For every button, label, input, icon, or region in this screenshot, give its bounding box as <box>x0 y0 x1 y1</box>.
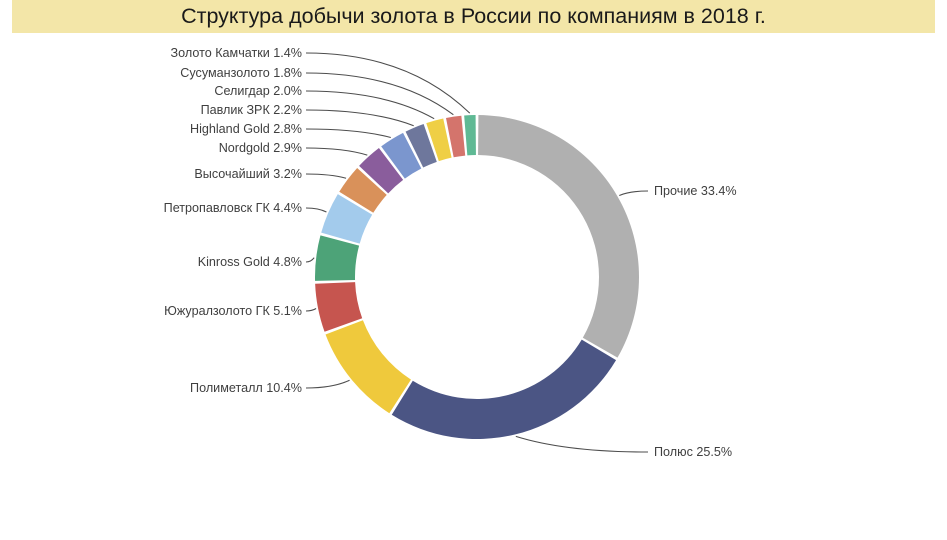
slice-label: Золото Камчатки 1.4% <box>171 46 302 60</box>
leader-line <box>305 379 350 389</box>
slice-label: Nordgold 2.9% <box>219 141 302 155</box>
donut-slice[interactable] <box>381 132 422 179</box>
slice-label: Сусуманзолото 1.8% <box>180 66 302 80</box>
slice-label: Петропавловск ГК 4.4% <box>164 201 302 215</box>
donut-slice[interactable] <box>446 115 466 158</box>
donut-slice[interactable] <box>405 124 437 168</box>
leader-line <box>305 207 327 213</box>
leader-line <box>305 147 368 156</box>
slice-label: Павлик ЗРК 2.2% <box>201 103 302 117</box>
leader-line <box>305 72 454 116</box>
leader-line <box>305 90 435 120</box>
donut-slice[interactable] <box>339 167 387 213</box>
leader-line <box>305 109 414 127</box>
slice-label: Полиметалл 10.4% <box>190 381 302 395</box>
leader-line <box>619 190 649 196</box>
page-title: Структура добычи золота в России по комп… <box>181 4 766 28</box>
donut-slice[interactable] <box>426 118 452 162</box>
leader-line <box>305 128 391 139</box>
leader-line <box>305 257 315 263</box>
donut-slice[interactable] <box>478 115 639 358</box>
slice-label: Южуралзолото ГК 5.1% <box>164 304 302 318</box>
slice-labels: Прочие 33.4% Полюс 25.5% Полиметалл 10.4% Ю… <box>164 46 737 459</box>
slice-label: Highland Gold 2.8% <box>190 122 302 136</box>
donut-slice[interactable] <box>359 148 404 194</box>
slice-label: Селигдар 2.0% <box>214 84 302 98</box>
leader-line <box>305 52 471 114</box>
slice-label: Полюс 25.5% <box>654 445 732 459</box>
donut-slice[interactable] <box>391 339 617 439</box>
donut-slice[interactable] <box>315 235 360 281</box>
donut-slice[interactable] <box>325 320 411 414</box>
leader-line <box>515 435 649 453</box>
title-banner <box>12 0 935 33</box>
leader-lines <box>305 52 649 453</box>
donut-slice[interactable] <box>315 282 363 332</box>
slice-label: Высочайший 3.2% <box>194 167 302 181</box>
leader-line <box>305 308 317 312</box>
slice-label: Kinross Gold 4.8% <box>198 255 302 269</box>
donut-slice[interactable] <box>464 115 476 156</box>
donut-slice[interactable] <box>321 194 373 244</box>
leader-line <box>305 173 347 179</box>
donut-slices <box>315 115 639 439</box>
slice-label: Прочие 33.4% <box>654 184 737 198</box>
